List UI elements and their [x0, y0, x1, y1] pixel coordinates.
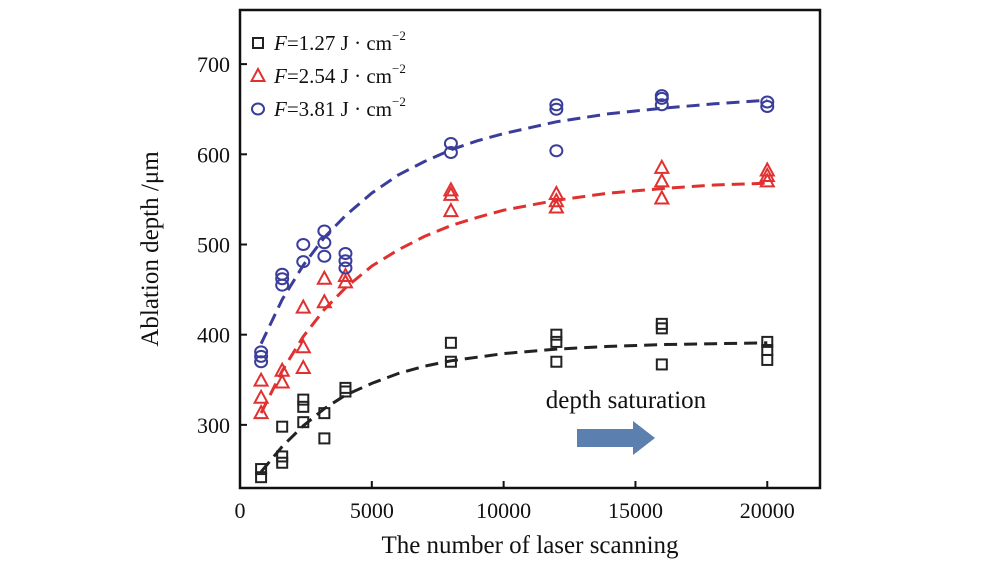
legend-marker-series-1	[252, 37, 264, 49]
legend-marker-series-2	[249, 66, 267, 82]
data-point-series-2	[274, 373, 291, 389]
data-point-series-3	[549, 144, 564, 158]
data-point-series-3	[275, 267, 290, 281]
data-point-series-1	[339, 381, 352, 394]
x-tick-label: 20000	[740, 498, 795, 523]
data-point-series-1	[276, 456, 289, 469]
data-point-series-3	[296, 237, 311, 251]
data-point-series-3	[275, 272, 290, 286]
annotation-text: depth saturation	[546, 387, 707, 414]
data-point-series-1	[761, 335, 774, 348]
data-point-series-1	[276, 450, 289, 463]
data-point-series-1	[550, 355, 563, 368]
data-point-series-1	[297, 393, 310, 406]
data-point-series-2	[442, 181, 460, 197]
data-point-series-1	[318, 432, 331, 445]
data-point-series-2	[759, 161, 776, 177]
fit-line-series-1	[259, 341, 768, 473]
data-point-series-2	[548, 184, 565, 200]
plot-frame	[238, 8, 822, 490]
legend: F=1.27 J · cm−2 F=2.54 J · cm−2 F=3.81 J ·…	[249, 28, 406, 121]
data-point-series-1	[550, 335, 563, 348]
data-point-series-1	[761, 344, 774, 357]
data-point-series-2	[295, 358, 312, 375]
data-point-series-2	[548, 192, 565, 208]
y-tick-label: 600	[197, 142, 230, 167]
data-point-series-2	[653, 158, 670, 174]
legend-label-series-1: F=1.27 J · cm−2	[273, 28, 406, 55]
data-point-series-1	[761, 353, 774, 366]
data-point-series-3	[254, 349, 269, 363]
data-point-series-2	[442, 202, 460, 218]
data-point-series-1	[297, 416, 310, 429]
data-point-series-3	[549, 98, 564, 112]
data-point-series-3	[549, 102, 564, 116]
data-point-series-3	[654, 98, 669, 112]
data-point-series-3	[338, 254, 353, 268]
data-point-series-1	[444, 355, 457, 368]
x-tick-label: 10000	[476, 498, 531, 523]
data-point-series-3	[317, 224, 332, 238]
data-point-series-1	[318, 407, 331, 420]
y-tick-label: 500	[197, 232, 230, 257]
y-tick-label: 300	[197, 413, 230, 438]
data-point-series-1	[444, 336, 457, 349]
fit-line-series-2	[259, 181, 768, 414]
data-point-series-2	[316, 269, 333, 285]
right-arrow-icon	[577, 421, 655, 455]
data-point-series-3	[760, 100, 775, 114]
depth-saturation-annotation: depth saturation	[546, 387, 707, 455]
data-point-series-3	[443, 136, 458, 150]
data-point-series-3	[296, 255, 311, 269]
data-point-series-2	[252, 371, 270, 387]
data-point-series-1	[255, 463, 268, 476]
axis-ticks: 0 5000 10000 15000 20000 300 400 500 600 700	[197, 52, 795, 523]
legend-marker-series-3	[251, 102, 265, 116]
data-point-series-2	[295, 298, 312, 314]
y-tick-label: 400	[197, 323, 230, 348]
data-point-series-3	[338, 247, 353, 261]
data-point-series-3	[254, 355, 269, 369]
data-point-series-3	[317, 249, 332, 263]
data-point-series-1	[655, 358, 668, 371]
data-point-series-1	[550, 328, 563, 341]
data-point-series-3	[338, 261, 353, 275]
data-point-series-1	[339, 385, 352, 398]
data-point-series-2	[252, 388, 270, 404]
data-point-series-2	[337, 266, 354, 283]
x-tick-label: 5000	[350, 498, 394, 523]
data-point-series-2	[316, 293, 333, 309]
x-tick-label: 0	[235, 498, 246, 523]
fit-line-series-3	[259, 98, 768, 345]
data-point-series-2	[252, 404, 270, 420]
data-point-series-3	[254, 345, 269, 359]
fit-lines	[259, 98, 768, 473]
data-point-series-1	[655, 317, 668, 330]
data-point-series-3	[443, 145, 458, 159]
x-tick-label: 15000	[608, 498, 663, 523]
legend-label-series-3: F=3.81 J · cm−2	[273, 94, 406, 121]
data-point-series-3	[654, 89, 669, 103]
data-points	[252, 89, 776, 484]
y-axis-title: Ablation depth /μm	[137, 151, 164, 347]
data-point-series-2	[274, 361, 291, 377]
data-point-series-1	[297, 400, 310, 413]
legend-label-series-2: F=2.54 J · cm−2	[273, 61, 406, 88]
data-point-series-2	[295, 338, 312, 354]
data-point-series-3	[760, 95, 775, 109]
data-point-series-2	[653, 189, 670, 205]
data-point-series-2	[653, 172, 670, 188]
y-tick-label: 700	[197, 52, 230, 77]
data-point-series-2	[442, 185, 460, 201]
x-axis-title: The number of laser scanning	[381, 532, 679, 559]
data-point-series-1	[255, 471, 268, 484]
data-point-series-1	[276, 420, 289, 433]
